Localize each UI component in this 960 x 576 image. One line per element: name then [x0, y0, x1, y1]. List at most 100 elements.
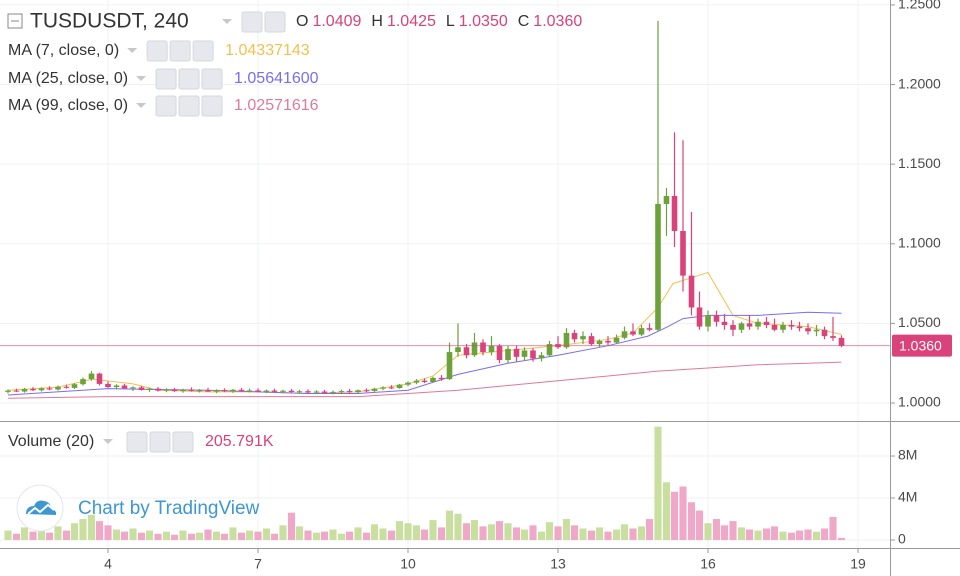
- volume-bar: [629, 528, 637, 541]
- volume-bar: [212, 531, 221, 541]
- remove-icon[interactable]: [201, 68, 223, 90]
- volume-bar: [687, 502, 696, 541]
- volume-bar: [604, 531, 612, 541]
- remove-icon[interactable]: [201, 95, 223, 117]
- volume-bar: [529, 525, 537, 541]
- dropdown-arrow[interactable]: [127, 48, 138, 53]
- candle-body: [113, 385, 120, 388]
- dropdown-arrow[interactable]: [136, 103, 147, 108]
- volume-bar: [162, 531, 171, 541]
- eye-icon[interactable]: [155, 68, 177, 90]
- volume-bar: [354, 527, 362, 541]
- x-tick-label: 19: [850, 556, 866, 572]
- volume-bar: [12, 533, 21, 541]
- candle-body: [538, 355, 545, 359]
- eye-icon[interactable]: [241, 11, 263, 33]
- ohlc-value: 1.0409: [312, 13, 361, 30]
- volume-bar: [187, 533, 196, 541]
- volume-bar: [4, 530, 12, 541]
- moving-average-line: [7, 361, 842, 399]
- x-tick-label: 7: [254, 556, 262, 572]
- volume-bar: [237, 532, 246, 541]
- dropdown-arrow[interactable]: [136, 76, 147, 81]
- candle-body: [530, 350, 536, 359]
- volume-bar: [45, 532, 54, 541]
- candle-body: [413, 380, 420, 383]
- volume-bar: [145, 530, 154, 541]
- volume-bar: [820, 528, 829, 541]
- candle-body: [46, 388, 53, 390]
- candle-body: [346, 391, 353, 393]
- ohlc-label: L: [446, 13, 455, 30]
- volume-bar: [437, 527, 446, 541]
- candle-body: [721, 321, 728, 325]
- candle-body: [713, 315, 720, 322]
- volume-bar: [620, 524, 629, 541]
- ohlc-value: 1.0360: [533, 13, 582, 30]
- price-layer: [0, 20, 890, 399]
- volume-bar: [737, 527, 746, 541]
- volume-bar: [262, 528, 271, 541]
- dropdown-arrow[interactable]: [222, 19, 232, 24]
- volume-bar: [479, 526, 487, 541]
- candle-body: [363, 390, 370, 392]
- candle-body: [680, 231, 686, 276]
- eye-icon[interactable]: [126, 431, 148, 453]
- settings-icon[interactable]: [178, 95, 200, 117]
- eye-icon[interactable]: [146, 40, 168, 62]
- volume-bar: [329, 529, 337, 541]
- ohlc-label: C: [518, 13, 530, 30]
- candle-body: [163, 389, 170, 391]
- eye-icon[interactable]: [155, 95, 177, 117]
- settings-icon[interactable]: [178, 68, 200, 90]
- volume-bar: [404, 523, 412, 541]
- volume-bar: [445, 510, 454, 541]
- collapse-icon[interactable]: [7, 13, 23, 29]
- volume-bar: [29, 531, 37, 541]
- tradingview-logo[interactable]: Chart by TradingView: [16, 484, 260, 532]
- candle-body: [813, 329, 820, 332]
- candle-body: [130, 387, 136, 389]
- candle-body: [688, 275, 695, 308]
- candle-body: [588, 336, 595, 345]
- candle-body: [88, 373, 95, 380]
- volume-layer: [4, 426, 846, 541]
- candle-body: [496, 345, 503, 361]
- y-tick-label: 1.0500: [898, 314, 941, 330]
- candle-body: [571, 332, 578, 340]
- volume-bar: [712, 519, 721, 541]
- volume-bar: [312, 532, 321, 541]
- settings-icon[interactable]: [149, 431, 171, 453]
- candle-body: [30, 388, 36, 391]
- indicator-last-value: 1.05641600: [234, 70, 319, 87]
- x-tick-label: 10: [400, 556, 416, 572]
- candle-body: [755, 321, 761, 327]
- candle-body: [255, 390, 261, 392]
- dropdown-arrow[interactable]: [103, 439, 113, 444]
- candle-body: [705, 315, 711, 327]
- candle-body: [421, 380, 428, 382]
- candle-body: [138, 387, 145, 390]
- volume-bar: [679, 486, 687, 541]
- candle-body: [613, 337, 620, 343]
- remove-icon[interactable]: [192, 40, 214, 62]
- candle-body: [213, 390, 220, 392]
- volume-bar: [429, 520, 437, 541]
- candle-body: [63, 386, 70, 388]
- settings-icon[interactable]: [264, 11, 286, 33]
- candle-body: [655, 203, 661, 330]
- indicator-last-value: 1.02571616: [234, 97, 319, 114]
- remove-icon[interactable]: [172, 431, 194, 453]
- indicator-last-value: 1.04337143: [225, 42, 310, 59]
- volume-last-value: 205.791K: [205, 433, 274, 450]
- ohlc-label: O: [296, 13, 308, 30]
- volume-bar: [745, 529, 754, 541]
- candle-body: [180, 389, 186, 392]
- settings-icon[interactable]: [169, 40, 191, 62]
- volume-bar: [37, 529, 46, 541]
- volume-bar: [837, 537, 846, 541]
- candle-body: [263, 390, 270, 392]
- candle-body: [221, 390, 228, 392]
- volume-bar: [420, 529, 429, 541]
